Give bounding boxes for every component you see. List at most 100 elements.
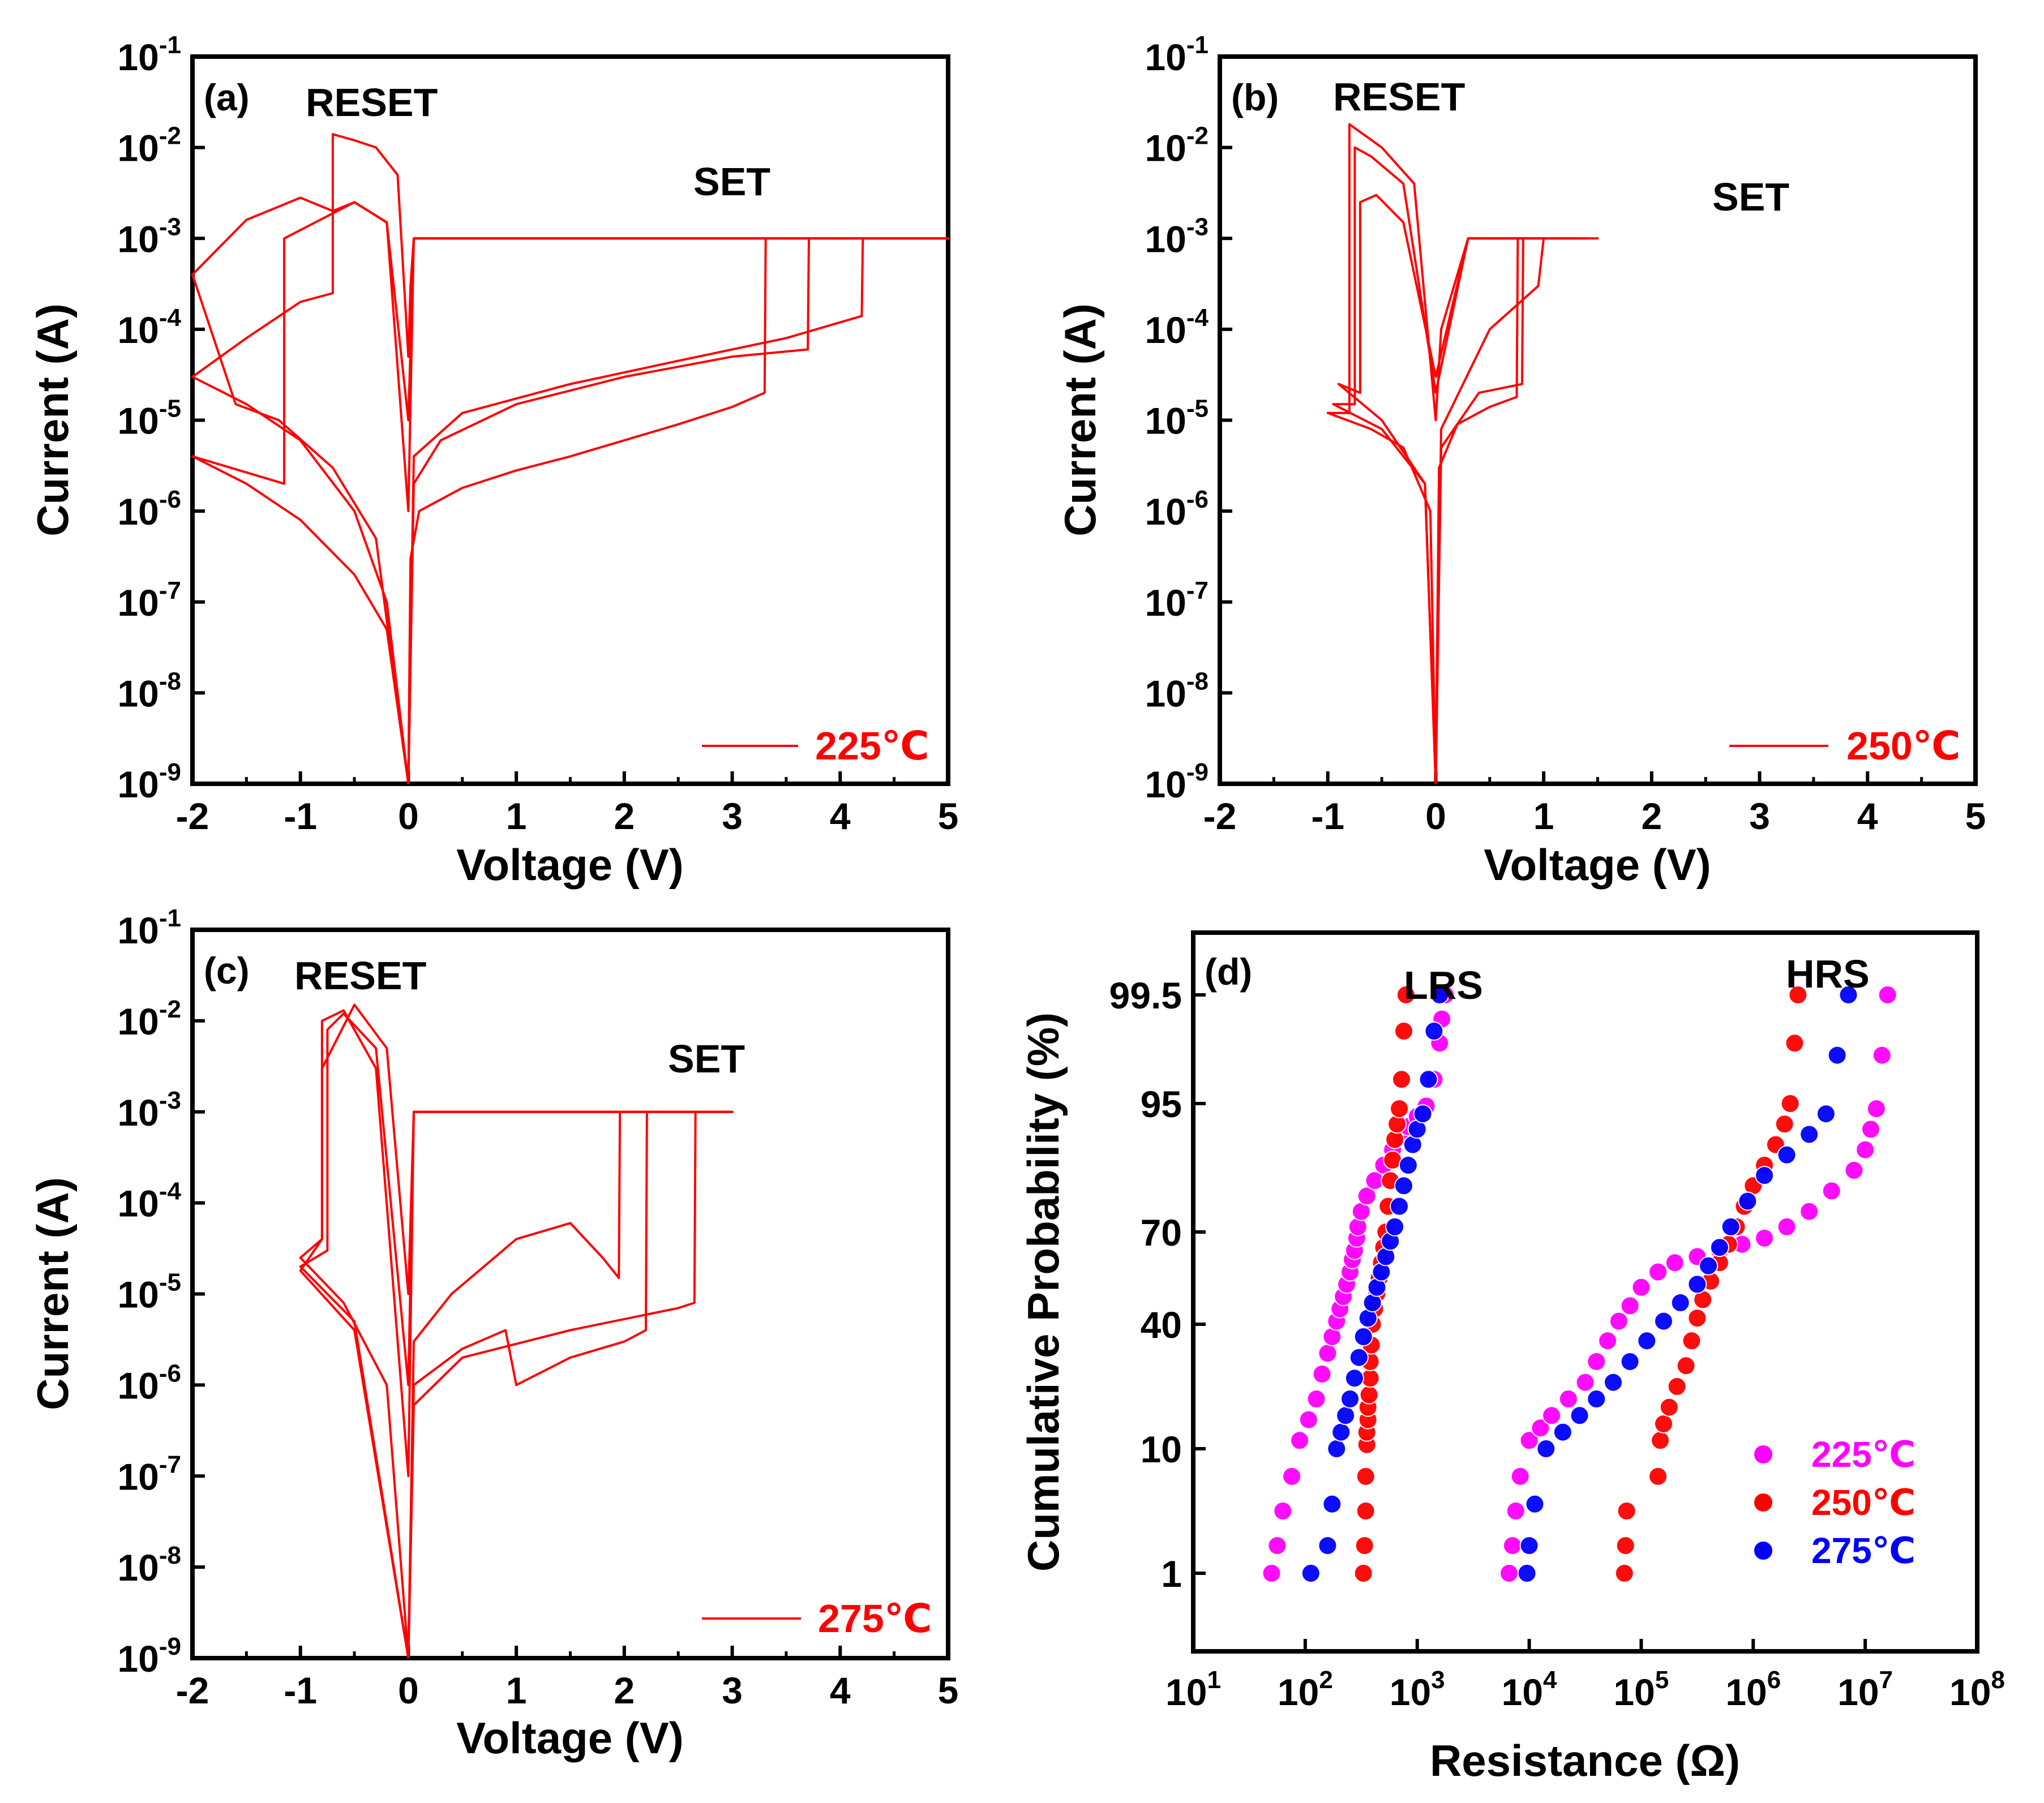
- data-point: [1306, 1389, 1326, 1409]
- data-point: [1355, 1536, 1374, 1556]
- reset-annotation: RESET: [1333, 75, 1465, 119]
- data-point: [1517, 1564, 1537, 1583]
- panel-b: -2 -1 0 1 2 3 4 5 10-9 10-8 10-7 10-6 10-5 10-4 10-3 10…: [1055, 31, 1986, 890]
- plot-frame: [190, 928, 950, 1660]
- panel-c: -2 -1 0 1 2 3 4 5 10-9 10-8 10-7 10-6 10-5 10-4 10-3 10…: [28, 904, 958, 1763]
- data-point: [1394, 1021, 1413, 1041]
- data-point: [1872, 1045, 1892, 1065]
- data-point: [1620, 1296, 1640, 1316]
- data-point: [1866, 1099, 1886, 1119]
- plot-frame: [1191, 930, 1979, 1654]
- lrs-annotation: LRS: [1404, 963, 1483, 1007]
- x-tick-label: -1: [1311, 795, 1344, 837]
- y-tick-label: 10-7: [117, 1450, 181, 1497]
- x-tick-label: 3: [722, 795, 743, 837]
- data-point: [1616, 1536, 1635, 1556]
- data-point: [1609, 1311, 1629, 1331]
- x-axis-label: Voltage (V): [456, 840, 684, 890]
- y-tick-label: 10-9: [117, 758, 181, 805]
- y-tick-label: 10-4: [117, 1178, 181, 1225]
- y-tick-label: 10-8: [1145, 667, 1209, 714]
- y-axis-label: Current (A): [28, 1177, 78, 1410]
- y-tick-label: 10-5: [117, 1269, 181, 1316]
- data-point: [1785, 1033, 1805, 1053]
- data-point: [1312, 1364, 1332, 1384]
- axis-ticks: -2 -1 0 1 2 3 4 5 10-9 10-8 10-7 10-6 10-5 10-4 10-3 10…: [117, 31, 958, 837]
- x-tick-label: 0: [398, 795, 419, 837]
- y-tick-label: 10-7: [1145, 577, 1209, 624]
- data-point: [1631, 1277, 1651, 1297]
- iv-curve-cycle3: [299, 1009, 734, 1659]
- x-tick-label: 103: [1390, 1666, 1445, 1713]
- x-axis-label: Voltage (V): [1484, 840, 1711, 890]
- data-point: [1788, 985, 1808, 1004]
- y-tick-label: 10-7: [117, 577, 181, 624]
- data-point: [1856, 1140, 1875, 1160]
- data-point: [1799, 1201, 1819, 1221]
- legend-label: 250℃: [1846, 724, 1961, 768]
- iv-curve-cycle2: [299, 1012, 734, 1659]
- data-point: [1654, 1311, 1673, 1331]
- iv-curve-cycle3: [1337, 194, 1578, 784]
- data-point: [1506, 1501, 1525, 1521]
- legend-marker: [1753, 1444, 1773, 1465]
- data-point: [1687, 1274, 1707, 1294]
- data-point: [1385, 1217, 1405, 1237]
- data-point: [1499, 1564, 1519, 1583]
- x-tick-label: 4: [830, 795, 851, 837]
- data-point: [1394, 1176, 1413, 1196]
- data-point: [1670, 1293, 1690, 1312]
- data-point: [1553, 1422, 1572, 1442]
- x-tick-label: 104: [1502, 1666, 1557, 1713]
- data-point: [1659, 1397, 1679, 1417]
- data-point: [1575, 1372, 1595, 1392]
- legend-label: 250℃: [1811, 1482, 1916, 1523]
- x-tick-label: -1: [284, 795, 317, 837]
- data-point: [1861, 1119, 1880, 1139]
- data-point: [1299, 1410, 1318, 1429]
- data-point: [1654, 1414, 1673, 1433]
- legend-label: 225℃: [815, 724, 929, 768]
- y-tick-label: 95: [1141, 1083, 1182, 1125]
- data-point: [1502, 1536, 1522, 1556]
- data-point: [1359, 1385, 1379, 1405]
- data-point: [1273, 1501, 1293, 1521]
- x-tick-label: 1: [1533, 795, 1554, 837]
- y-tick-label: 10-6: [1145, 486, 1209, 533]
- data-point: [1282, 1466, 1302, 1486]
- data-point: [1570, 1406, 1589, 1426]
- data-point: [1738, 1191, 1758, 1211]
- y-tick-label: 10-4: [117, 304, 181, 351]
- x-axis-label: Voltage (V): [456, 1713, 684, 1763]
- data-point: [1318, 1343, 1338, 1363]
- data-point: [1344, 1368, 1364, 1388]
- y-tick-label: 10-5: [117, 395, 181, 442]
- legend-label: 225℃: [1811, 1434, 1916, 1475]
- x-tick-label: 1: [506, 795, 527, 837]
- y-tick-label: 10-5: [1145, 395, 1209, 442]
- data-point: [1878, 985, 1897, 1004]
- data-point: [1542, 1406, 1562, 1426]
- data-point: [1340, 1389, 1360, 1409]
- x-axis-label: Resistance (Ω): [1430, 1736, 1740, 1785]
- data-point: [1777, 1217, 1797, 1237]
- data-point: [1318, 1536, 1338, 1556]
- x-tick-label: 0: [1425, 795, 1446, 837]
- plot-frame: [1218, 54, 1978, 786]
- data-point: [1665, 1253, 1685, 1273]
- data-point: [1667, 1377, 1687, 1396]
- y-axis-label: Cumulative Probability (%): [1018, 1012, 1068, 1572]
- x-tick-label: 3: [1749, 795, 1770, 837]
- data-point: [1709, 1238, 1729, 1257]
- data-point: [1777, 1145, 1797, 1165]
- data-point: [1620, 1352, 1640, 1371]
- iv-curve-cycle2: [191, 196, 949, 784]
- legend: 225℃ 250℃ 275℃: [1753, 1434, 1916, 1571]
- data-point: [1322, 1494, 1342, 1514]
- data-point: [1780, 1094, 1800, 1113]
- data-point: [1844, 1161, 1864, 1180]
- legend-marker: [1753, 1492, 1773, 1513]
- panel-label: (d): [1205, 951, 1252, 993]
- data-point: [1558, 1389, 1578, 1409]
- y-tick-label: 10-4: [1145, 304, 1209, 351]
